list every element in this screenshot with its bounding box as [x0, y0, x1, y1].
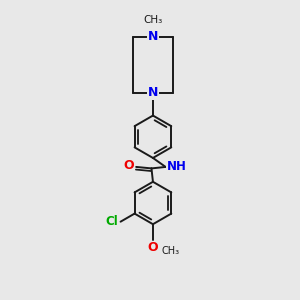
Text: O: O: [148, 241, 158, 254]
Text: N: N: [148, 30, 158, 43]
Text: NH: NH: [167, 160, 187, 173]
Text: O: O: [123, 159, 134, 172]
Text: CH₃: CH₃: [143, 15, 163, 26]
Text: Cl: Cl: [106, 215, 118, 228]
Text: CH₃: CH₃: [161, 246, 179, 256]
Text: N: N: [148, 86, 158, 99]
